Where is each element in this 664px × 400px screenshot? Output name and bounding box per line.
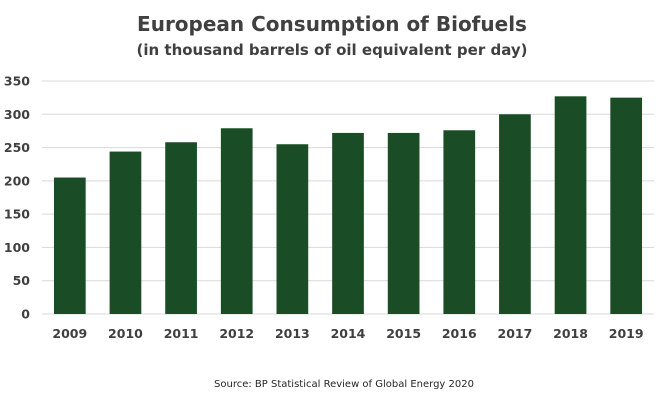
y-tick-label: 350 bbox=[4, 74, 30, 89]
bar-2009 bbox=[53, 177, 86, 314]
chart-title: European Consumption of Biofuels bbox=[137, 12, 527, 36]
bars bbox=[53, 96, 643, 315]
x-tick-label: 2013 bbox=[275, 326, 310, 341]
source-note: Source: BP Statistical Review of Global … bbox=[214, 379, 474, 390]
x-tick-label: 2015 bbox=[386, 326, 421, 341]
y-tick-label: 150 bbox=[4, 207, 30, 222]
x-tick-label: 2012 bbox=[219, 326, 254, 341]
x-tick-label: 2018 bbox=[553, 326, 588, 341]
bar-2012 bbox=[220, 128, 253, 314]
x-tick-label: 2010 bbox=[108, 326, 143, 341]
y-tick-label: 50 bbox=[13, 273, 31, 288]
bar-2017 bbox=[499, 114, 531, 315]
x-tick-label: 2011 bbox=[164, 326, 199, 341]
x-tick-label: 2009 bbox=[52, 326, 87, 341]
y-tick-label: 100 bbox=[4, 240, 30, 255]
bar-2016 bbox=[443, 130, 476, 314]
y-tick-label: 250 bbox=[4, 140, 30, 155]
bar-2014 bbox=[332, 132, 364, 314]
x-axis-tick-labels: 2009 2010 2011 2012 2013 2014 2015 2016 2017 2018… bbox=[52, 326, 643, 341]
bar-2011 bbox=[165, 142, 197, 314]
bar-2010 bbox=[109, 151, 142, 314]
y-tick-label: 300 bbox=[4, 107, 30, 122]
y-tick-label: 200 bbox=[4, 173, 30, 188]
bar-2019 bbox=[610, 97, 643, 315]
x-tick-label: 2017 bbox=[498, 326, 533, 341]
y-tick-label: 0 bbox=[21, 307, 30, 322]
y-axis-tick-labels: 0 50 100 150 200 250 300 350 bbox=[4, 74, 30, 322]
bar-2013 bbox=[276, 144, 309, 314]
x-tick-label: 2016 bbox=[442, 326, 477, 341]
bar-2015 bbox=[387, 132, 420, 314]
bar-2018 bbox=[554, 96, 587, 314]
x-tick-label: 2019 bbox=[609, 326, 644, 341]
x-tick-label: 2014 bbox=[331, 326, 366, 341]
chart-subtitle: (in thousand barrels of oil equivalent p… bbox=[137, 41, 528, 59]
